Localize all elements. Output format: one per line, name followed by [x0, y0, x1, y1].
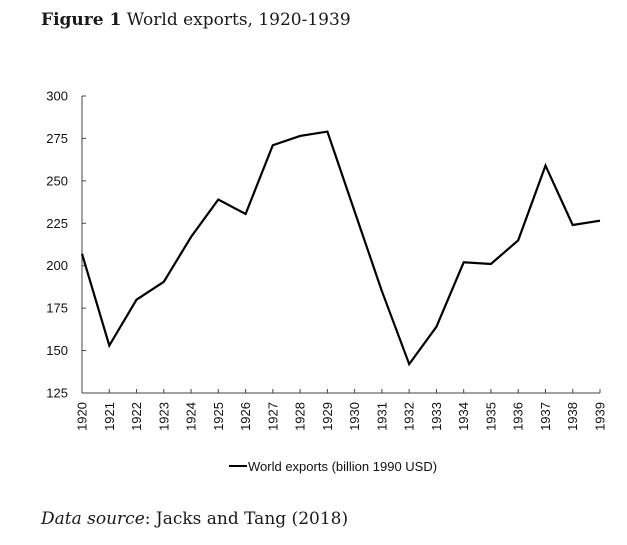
axes: [81, 96, 600, 394]
series-line: [80, 130, 601, 367]
x-tick-label: 1929: [320, 402, 335, 431]
data-source-note: Data source: Jacks and Tang (2018): [41, 509, 348, 529]
x-tick-label: 1935: [483, 402, 498, 431]
x-tick-label: 1936: [511, 402, 526, 431]
y-axis-ticks: 125 150 175 200 225 250 275 300: [46, 89, 86, 401]
y-tick-label: 125: [46, 386, 68, 401]
figure-title: Figure 1 World exports, 1920-1939: [41, 10, 351, 30]
x-tick-label: 1920: [75, 402, 90, 431]
x-tick-label: 1939: [593, 402, 608, 431]
x-tick-label: 1928: [293, 402, 308, 431]
y-tick-label: 175: [46, 301, 68, 316]
x-tick-label: 1921: [102, 402, 117, 431]
x-tick-label: 1938: [565, 402, 580, 431]
x-tick-label: 1931: [374, 402, 389, 431]
x-tick-label: 1932: [402, 402, 417, 431]
x-tick-label: 1934: [456, 402, 471, 431]
x-tick-label: 1930: [347, 402, 362, 431]
legend-label: World exports (billion 1990 USD): [248, 459, 437, 474]
x-tick-label: 1933: [429, 402, 444, 431]
y-tick-label: 225: [46, 216, 68, 231]
x-tick-label: 1927: [265, 402, 280, 431]
data-source-label: Data source: [41, 509, 145, 529]
figure-number: Figure 1: [41, 10, 122, 30]
x-tick-label: 1925: [211, 402, 226, 431]
legend: World exports (billion 1990 USD): [229, 459, 437, 474]
x-tick-label: 1923: [156, 402, 171, 431]
figure-title-text: World exports, 1920-1939: [126, 10, 351, 30]
x-tick-label: 1922: [129, 402, 144, 431]
y-tick-label: 150: [46, 343, 68, 358]
y-tick-label: 200: [46, 258, 68, 273]
series: [80, 130, 601, 367]
data-source-text: : Jacks and Tang (2018): [144, 509, 349, 529]
x-axis-ticks: 1920 1921 1922 1923 1924 1925 1926 1927 1928 1929…: [75, 389, 608, 431]
x-tick-label: 1926: [238, 402, 253, 431]
y-tick-label: 275: [46, 131, 68, 146]
y-tick-label: 250: [46, 173, 68, 188]
y-tick-label: 300: [46, 89, 68, 104]
x-tick-label: 1924: [184, 402, 199, 431]
x-tick-label: 1937: [538, 402, 553, 431]
